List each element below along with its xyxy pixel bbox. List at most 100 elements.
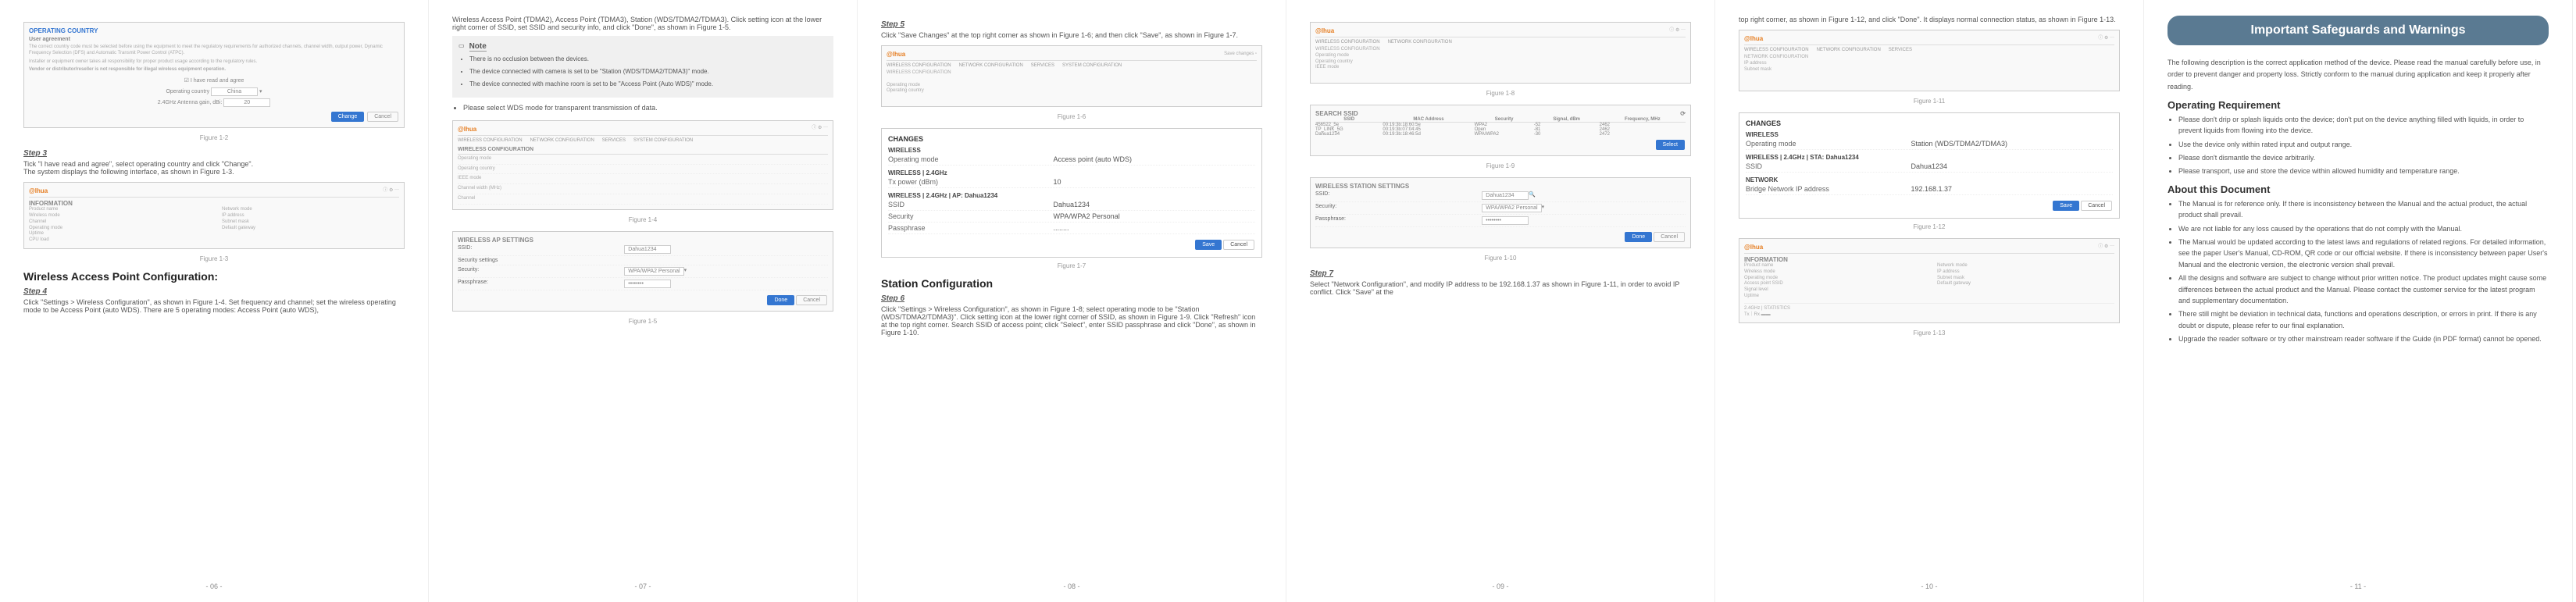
- ssid-label: SSID: [1746, 162, 1911, 170]
- page-07: Wireless Access Point (TDMA2), Access Po…: [429, 0, 858, 602]
- note-item-1: There is no occlusion between the device…: [469, 55, 827, 65]
- page-11: Important Safeguards and Warnings The fo…: [2144, 0, 2573, 602]
- cancel-button[interactable]: Cancel: [1654, 232, 1685, 242]
- op-mode-label: Operating mode: [888, 155, 1054, 163]
- note-list: There is no occlusion between the device…: [458, 55, 827, 89]
- sec-field-label: Security:: [458, 267, 624, 276]
- cancel-button[interactable]: Cancel: [367, 112, 398, 122]
- changes-dialog-2: CHANGES WIRELESS Operating modeStation (…: [1739, 112, 2120, 219]
- table-row[interactable]: Dahua123400:19:3b:18:46:5dWPA/WPA2-30247…: [1315, 132, 1686, 137]
- ws-ssid-input[interactable]: Dahua1234: [1482, 191, 1529, 200]
- operating-req-heading: Operating Requirement: [2167, 99, 2549, 111]
- ws-sec-select[interactable]: WPA/WPA2 Personal: [1482, 204, 1541, 212]
- note-icon: ▭: [458, 42, 465, 49]
- done-button[interactable]: Done: [1625, 232, 1652, 242]
- doc-item-2: We are not liable for any loss caused by…: [2178, 223, 2549, 234]
- op-label: Operating mode: [1746, 140, 1911, 148]
- dahua-logo: @lhua: [1744, 35, 1763, 42]
- note-box: Note ▭ There is no occlusion between the…: [452, 36, 833, 98]
- page-10: top right corner, as shown in Figure 1-1…: [1715, 0, 2144, 602]
- intro-text: top right corner, as shown in Figure 1-1…: [1739, 16, 2120, 23]
- wds-note-item: Please select WDS mode for transparent t…: [463, 102, 833, 113]
- body: WIRELESS CONFIGURATIONOperating modeOper…: [1315, 47, 1686, 78]
- step-3-text-1: Tick "I have read and agree", select ope…: [23, 160, 405, 168]
- op-item-3: Please don't dismantle the device arbitr…: [2178, 152, 2549, 163]
- figure-1-2-label: Figure 1-2: [23, 134, 405, 141]
- doc-item-6: Upgrade the reader software or try other…: [2178, 333, 2549, 344]
- change-button[interactable]: Change: [331, 112, 365, 122]
- agree-check-row: ☑ I have read and agree: [29, 77, 399, 84]
- screenshot-operating-country: OPERATING COUNTRY User agreement The cor…: [23, 22, 405, 128]
- figure-1-4-label: Figure 1-4: [452, 216, 833, 223]
- ws-pass-input[interactable]: ••••••••: [1482, 216, 1529, 225]
- figure-1-9-label: Figure 1-9: [1310, 162, 1691, 169]
- about-doc-heading: About this Document: [2167, 183, 2549, 195]
- pass-label: Passphrase:: [458, 280, 624, 288]
- radio-section: WIRELESS | 2.4GHz: [888, 169, 1255, 176]
- save-body: WIRELESS CONFIGURATIONOperating modeOper…: [887, 70, 1257, 102]
- screenshot-search-ssid: SEARCH SSID⟳ SSIDMAC AddressSecuritySign…: [1310, 105, 1691, 156]
- country-select[interactable]: China: [211, 87, 258, 96]
- gain-label: 2.4GHz Antenna gain, dBi:: [158, 100, 223, 105]
- refresh-icon[interactable]: ⟳: [1680, 110, 1686, 117]
- op-mode-val: Access point (auto WDS): [1054, 155, 1256, 163]
- gain-input[interactable]: 20: [223, 98, 270, 107]
- ip-val: 192.168.1.37: [1911, 185, 2114, 193]
- step-4-heading: Step 4: [23, 287, 405, 296]
- search-header: SEARCH SSID⟳: [1315, 110, 1686, 117]
- figure-1-10-label: Figure 1-10: [1310, 255, 1691, 262]
- country-row: Operating country China ▾: [29, 87, 399, 96]
- sec-val: WPA/WPA2 Personal: [1054, 212, 1256, 220]
- page-09: @lhuaⓘ ⚙ ⋯ WIRELESS CONFIGURATIONNETWORK…: [1286, 0, 1715, 602]
- config-tabs: WIRELESS CONFIGURATIONNETWORK CONFIGURAT…: [887, 63, 1257, 68]
- tx-label: Tx power (dBm): [888, 178, 1054, 186]
- pass-val: ........: [1054, 224, 1256, 232]
- screenshot-information-2: @lhuaⓘ ⚙ ⋯ INFORMATION Product nameWirel…: [1739, 238, 2120, 323]
- pass-input[interactable]: ••••••••: [624, 280, 671, 288]
- pass-label: Passphrase: [888, 224, 1054, 232]
- info-body: Product nameWireless modeOperating modeA…: [1744, 263, 2114, 318]
- wc-title: WIRELESS CONFIGURATION: [458, 145, 828, 155]
- intro-text: Wireless Access Point (TDMA2), Access Po…: [452, 16, 833, 31]
- sec-label: Security settings: [458, 258, 624, 263]
- wap-config-heading: Wireless Access Point Configuration:: [23, 270, 405, 283]
- ssid-label: SSID:: [458, 245, 624, 254]
- cancel-button[interactable]: Cancel: [796, 295, 827, 305]
- network-section: NETWORK: [1746, 176, 2113, 183]
- cancel-button[interactable]: Cancel: [2081, 201, 2112, 211]
- ssid-input[interactable]: Dahua1234: [624, 245, 671, 254]
- changes-title: CHANGES: [1746, 119, 2113, 127]
- gain-row: 2.4GHz Antenna gain, dBi: 20: [29, 98, 399, 107]
- step-7-heading: Step 7: [1310, 269, 1691, 278]
- sec-select[interactable]: WPA/WPA2 Personal: [624, 267, 683, 276]
- ws-sec-label: Security:: [1315, 204, 1482, 212]
- agreement-text-1: The correct country code must be selecte…: [29, 45, 399, 57]
- done-button[interactable]: Done: [767, 295, 794, 305]
- page-number: - 07 -: [429, 582, 857, 590]
- ap-title: WIRELESS AP SETTINGS: [458, 237, 828, 244]
- agreement-text-2: Installer or equipment owner takes all r…: [29, 59, 399, 66]
- doc-item-3: The Manual would be updated according to…: [2178, 237, 2549, 270]
- save-button[interactable]: Save: [1195, 240, 1222, 250]
- info-title: INFORMATION: [1744, 256, 2114, 263]
- wc-body: Operating mode Operating country IEEE mo…: [458, 155, 828, 205]
- agree-check-label[interactable]: I have read and agree: [191, 78, 244, 84]
- cancel-button[interactable]: Cancel: [1223, 240, 1254, 250]
- screenshot-station-settings: WIRELESS STATION SETTINGS SSID:Dahua1234…: [1310, 177, 1691, 248]
- step-6-heading: Step 6: [881, 294, 1262, 303]
- ap-section: WIRELESS | 2.4GHz | AP: Dahua1234: [888, 192, 1255, 199]
- nav-icons: ⓘ ⚙ ⋯: [812, 126, 828, 132]
- save-changes-link[interactable]: Save changes ▫: [1224, 52, 1257, 58]
- ws-title: WIRELESS STATION SETTINGS: [1315, 183, 1686, 190]
- ssid-label: SSID: [888, 201, 1054, 208]
- save-button[interactable]: Save: [2053, 201, 2079, 211]
- agreement-text-3: Vendor or distributor/reseller is not re…: [29, 67, 399, 73]
- select-button[interactable]: Select: [1656, 140, 1685, 150]
- page-number: - 08 -: [858, 582, 1286, 590]
- ssid-table: SSIDMAC AddressSecuritySignal, dBmFreque…: [1315, 117, 1686, 137]
- step-5-heading: Step 5: [881, 20, 1262, 29]
- figure-1-7-label: Figure 1-7: [881, 262, 1262, 269]
- body: NETWORK CONFIGURATIONIP addressSubnet ma…: [1744, 55, 2114, 86]
- nav-icons: ⓘ ⚙ ⋯: [383, 188, 399, 194]
- note-item-2: The device connected with camera is set …: [469, 67, 827, 77]
